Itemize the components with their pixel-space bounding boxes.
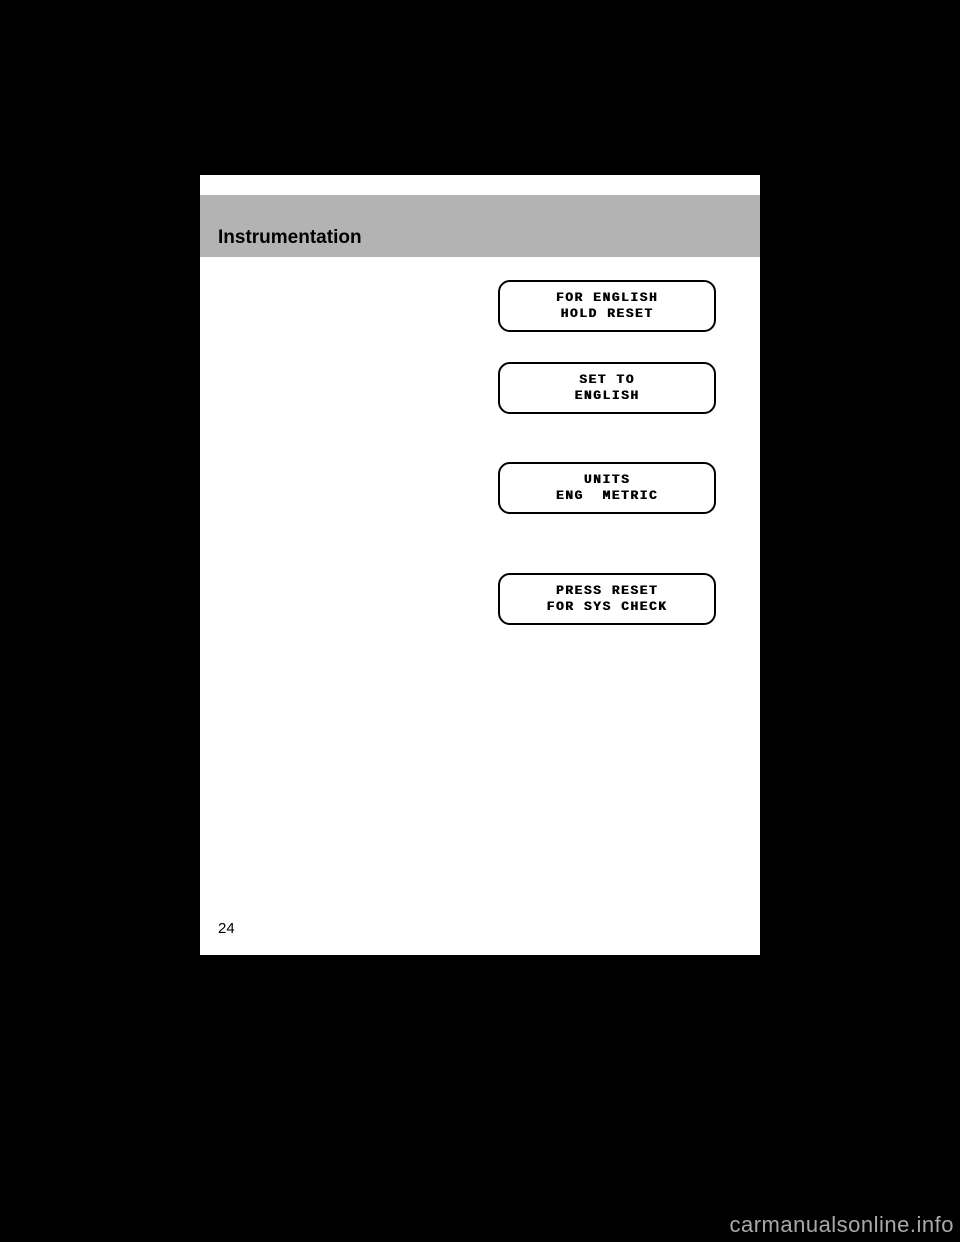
watermark: carmanualsonline.info (729, 1212, 954, 1238)
manual-page: Instrumentation FOR ENGLISH HOLD RESET S… (200, 175, 760, 955)
lcd-1-line-1: FOR ENGLISH (556, 290, 658, 305)
lcd-2-line-1: SET TO (579, 372, 635, 387)
lcd-display-1: FOR ENGLISH HOLD RESET (498, 280, 716, 332)
lcd-3-line-1: UNITS (584, 472, 631, 487)
lcd-display-2: SET TO ENGLISH (498, 362, 716, 414)
header-band: Instrumentation (200, 195, 760, 257)
lcd-4-line-1: PRESS RESET (556, 583, 658, 598)
page-title: Instrumentation (218, 227, 362, 249)
lcd-display-3: UNITS ENG METRIC (498, 462, 716, 514)
lcd-2-line-2: ENGLISH (574, 388, 639, 403)
lcd-3-line-2: ENG METRIC (556, 488, 658, 503)
lcd-text: SET TO ENGLISH (574, 372, 639, 405)
page-number: 24 (218, 920, 235, 937)
lcd-1-line-2: HOLD RESET (560, 306, 653, 321)
lcd-text: FOR ENGLISH HOLD RESET (556, 290, 658, 323)
lcd-text: UNITS ENG METRIC (556, 472, 658, 505)
lcd-display-4: PRESS RESET FOR SYS CHECK (498, 573, 716, 625)
lcd-4-line-2: FOR SYS CHECK (547, 599, 668, 614)
lcd-text: PRESS RESET FOR SYS CHECK (547, 583, 668, 616)
